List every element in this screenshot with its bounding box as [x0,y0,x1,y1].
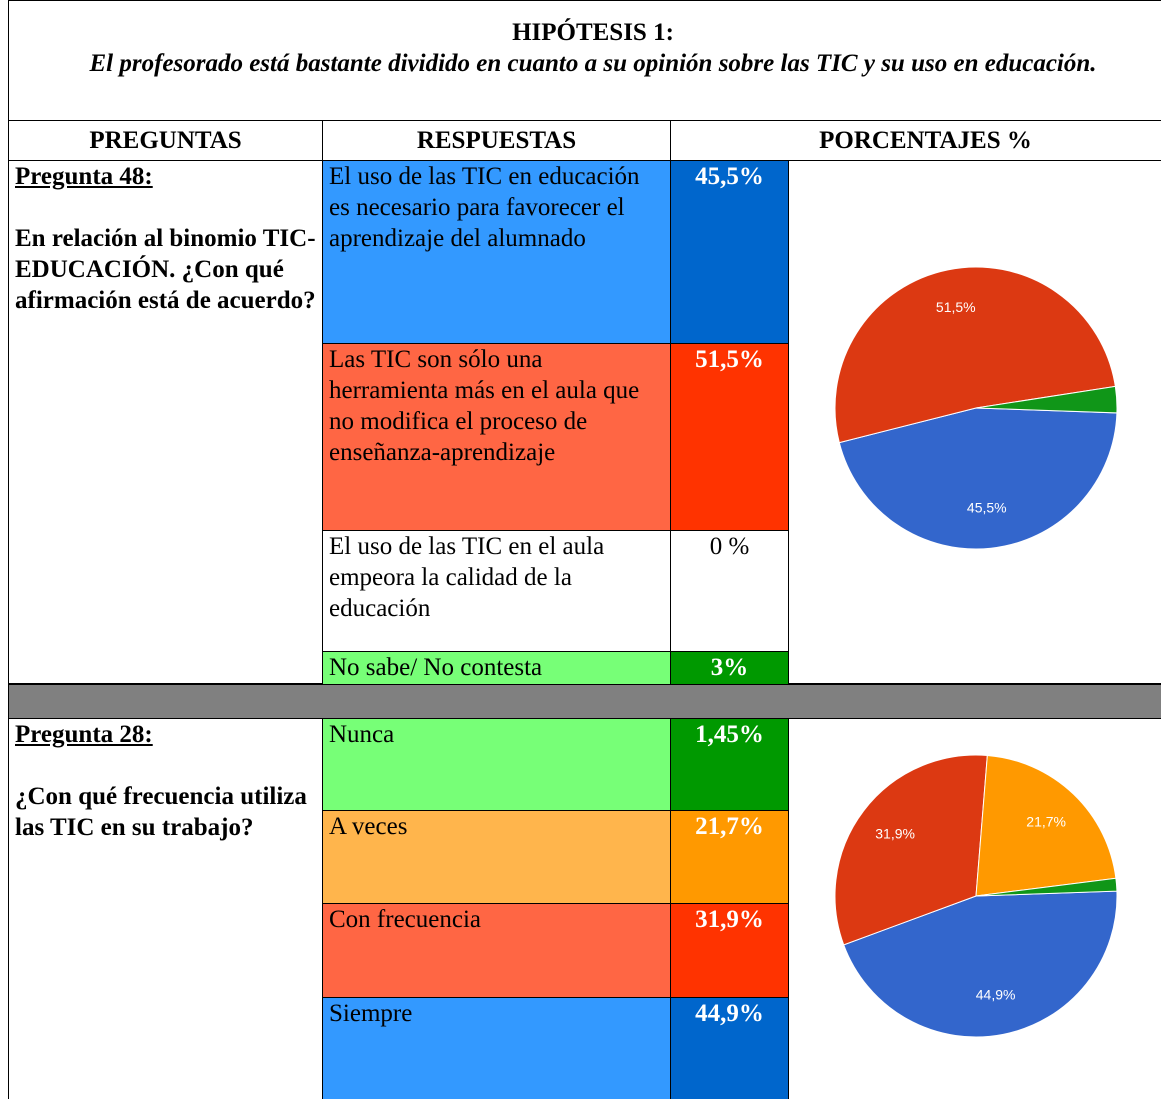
slice-label: 21,7% [1026,813,1066,829]
chart-cell: 44,9% 31,9% 21,7% [788,718,1161,1099]
question-label: Pregunta 28: [15,721,153,748]
percent: 45,5% [670,160,789,344]
column-header: RESPUESTAS [322,120,671,161]
answer: A veces [322,810,671,904]
answer: Nunca [322,718,671,811]
answer: El uso de las TIC en el aula empeora la … [322,530,671,652]
pie-slice [834,266,1116,444]
question-cell: Pregunta 48: En relación al binomio TIC-E… [8,160,323,685]
pie-chart: 45,5% 51,5% [834,266,1118,550]
percent: 1,45% [670,718,789,811]
question-cell: Pregunta 28: ¿Con qué frecuencia utiliza … [8,718,323,1099]
slice-label: 45,5% [967,500,1007,516]
answer: Siempre [322,997,671,1099]
separator-row [8,683,1161,719]
answer: El uso de las TIC en educación es necesa… [322,160,671,344]
slice-label: 44,9% [976,986,1016,1002]
answer: Con frecuencia [322,903,671,998]
slice-label: 31,9% [875,825,915,841]
percent: 51,5% [670,343,789,531]
title: HIPÓTESIS 1: [512,19,674,46]
percent: 31,9% [670,903,789,998]
question-label: Pregunta 48: [15,163,153,190]
answer: Las TIC son sólo una herramienta más en … [322,343,671,531]
question-text: En relación al binomio TIC-EDUCACIÓN. ¿C… [15,225,316,314]
percent: 0 % [670,530,789,652]
pie-slice [975,385,1118,414]
pie-slice [975,754,1117,897]
slice-label: 51,5% [936,299,976,315]
question-text: ¿Con qué frecuencia utiliza las TIC en s… [15,783,307,841]
pie-slice [838,407,1118,550]
answer: No sabe/ No contesta [322,651,671,685]
column-header: PREGUNTAS [8,120,323,161]
pie-slice [975,877,1118,897]
pie-chart: 44,9% 31,9% 21,7% [834,754,1118,1038]
subtitle: El profesorado está bastante dividido en… [89,50,1097,77]
percent: 21,7% [670,810,789,904]
percent: 44,9% [670,997,789,1099]
column-header: PORCENTAJES % [670,120,1161,161]
title-cell: HIPÓTESIS 1: El profesorado está bastant… [8,0,1161,121]
pie-slice [843,890,1118,1038]
pie-slice [834,754,988,946]
percent: 3% [670,651,789,685]
chart-cell: 45,5% 51,5% [788,160,1161,685]
